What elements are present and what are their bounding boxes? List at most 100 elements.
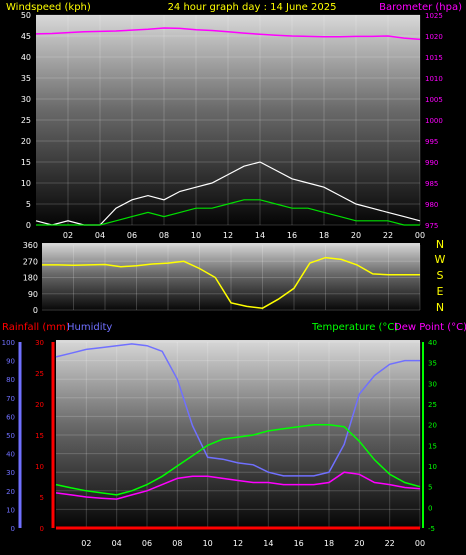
wind-time-tick: 02: [63, 231, 73, 240]
humidity-tick-label: 40: [6, 451, 15, 459]
wind-tick-label: 15: [21, 158, 31, 167]
wind-time-tick: 20: [351, 231, 361, 240]
compass-label: E: [437, 285, 444, 298]
rainfall-tick-label: 30: [35, 339, 44, 347]
humidity-label: Humidity: [67, 322, 112, 333]
rainfall-tick-label: 10: [35, 463, 44, 471]
wind-tick-label: 20: [21, 137, 31, 146]
compass-label: N: [436, 301, 444, 314]
wind-tick-label: 35: [21, 74, 31, 83]
temperature-tick-label: 15: [428, 442, 437, 450]
direction-panel-background: [42, 243, 420, 311]
temperature-panel-background: [56, 340, 420, 528]
wind-series: [35, 27, 421, 226]
direction-line: [42, 256, 420, 309]
wind-tick-label: 25: [21, 116, 31, 125]
barometer-tick-label: 990: [425, 159, 438, 167]
wind-time-axis: 02 04 06 08 10 12 14 16 18 20 22 00: [63, 231, 425, 240]
rainfall-tick-label: 20: [35, 401, 44, 409]
barometer-tick-label: 975: [425, 222, 438, 230]
temperature-tick-label: 40: [428, 339, 437, 347]
direction-tick-label: 180: [23, 274, 38, 283]
compass-label: S: [437, 269, 444, 282]
humidity-tick-label: 100: [2, 339, 15, 347]
humidity-tick-label: 90: [6, 358, 15, 366]
humidity-tick-label: 10: [6, 506, 15, 514]
temperature-time-tick: 00: [415, 539, 425, 548]
compass-label: W: [435, 253, 446, 266]
temperature-time-tick: 04: [112, 539, 122, 548]
humidity-tick-label: 50: [6, 432, 15, 440]
temperature-tick-label: 35: [428, 360, 437, 368]
direction-tick-label: 270: [23, 257, 38, 266]
rainfall-tick-label: 5: [40, 494, 44, 502]
temperature-time-tick: 20: [354, 539, 364, 548]
rainfall-tick-label: 25: [35, 370, 44, 378]
wind-time-tick: 16: [287, 231, 297, 240]
windspeed-line: [36, 199, 420, 226]
temperature-time-tick: 22: [385, 539, 395, 548]
temperature-tick-label: -5: [428, 525, 435, 533]
humidity-tick-label: 30: [6, 469, 15, 477]
wind-tick-label: 0: [26, 221, 31, 230]
temperature-time-tick: 08: [172, 539, 182, 548]
temperature-tick-label: 0: [428, 504, 432, 512]
wind-tick-label: 45: [21, 32, 31, 41]
temperature-axis: 40 35 30 25 20 15 10 5 0 -5: [428, 339, 437, 533]
wind-time-tick: 14: [255, 231, 265, 240]
wind-time-tick: 22: [383, 231, 393, 240]
humidity-tick-label: 0: [11, 525, 15, 533]
temperature-tick-label: 20: [428, 422, 437, 430]
humidity-tick-label: 20: [6, 488, 15, 496]
rainfall-tick-label: 15: [35, 432, 44, 440]
rainfall-tick-label: 0: [40, 525, 44, 533]
barometer-tick-label: 995: [425, 138, 438, 146]
wind-time-tick: 06: [127, 231, 137, 240]
wind-panel-background: [36, 15, 420, 225]
temperature-tick-label: 10: [428, 463, 437, 471]
temperature-time-tick: 02: [81, 539, 91, 548]
barometer-tick-label: 1010: [425, 75, 443, 83]
temperature-tick-label: 5: [428, 484, 432, 492]
direction-tick-label: 360: [23, 241, 38, 250]
temperature-tick-label: 25: [428, 401, 437, 409]
barometer-tick-label: 1020: [425, 33, 443, 41]
barometer-tick-label: 985: [425, 180, 438, 188]
wind-time-tick: 00: [415, 231, 425, 240]
humidity-line: [55, 343, 420, 477]
barometer-tick-label: 1015: [425, 54, 443, 62]
temperature-time-axis: 02 04 06 08 10 12 14 16 18 20 22 00: [81, 539, 425, 548]
wind-tick-label: 5: [26, 200, 31, 209]
barometer-line: [35, 27, 421, 41]
barometer-title: Barometer (hpa): [379, 2, 462, 13]
dew-point-line: [55, 471, 421, 500]
direction-grid: [42, 244, 421, 311]
compass-label: N: [436, 238, 444, 251]
temperature-grid: [56, 341, 421, 529]
wind-time-tick: 18: [319, 231, 329, 240]
temperature-series: [55, 343, 421, 530]
temperature-time-tick: 14: [263, 539, 273, 548]
barometer-tick-label: 1005: [425, 96, 443, 104]
wind-time-tick: 10: [191, 231, 201, 240]
rainfall-axis: 30 25 20 15 10 5 0: [35, 339, 44, 533]
barometer-tick-label: 980: [425, 201, 438, 209]
wind-tick-label: 50: [21, 11, 31, 20]
wind-tick-label: 40: [21, 53, 31, 62]
wind-time-tick: 04: [95, 231, 105, 240]
temperature-tick-label: 30: [428, 380, 437, 388]
direction-tick-label: 90: [28, 290, 38, 299]
wind-tick-label: 30: [21, 95, 31, 104]
temperature-label: Temperature (°C): [311, 322, 398, 333]
humidity-tick-label: 70: [6, 395, 15, 403]
temperature-time-tick: 12: [233, 539, 243, 548]
barometer-tick-label: 1025: [425, 12, 443, 20]
direction-axis: 360 270 180 90 0: [23, 241, 38, 315]
